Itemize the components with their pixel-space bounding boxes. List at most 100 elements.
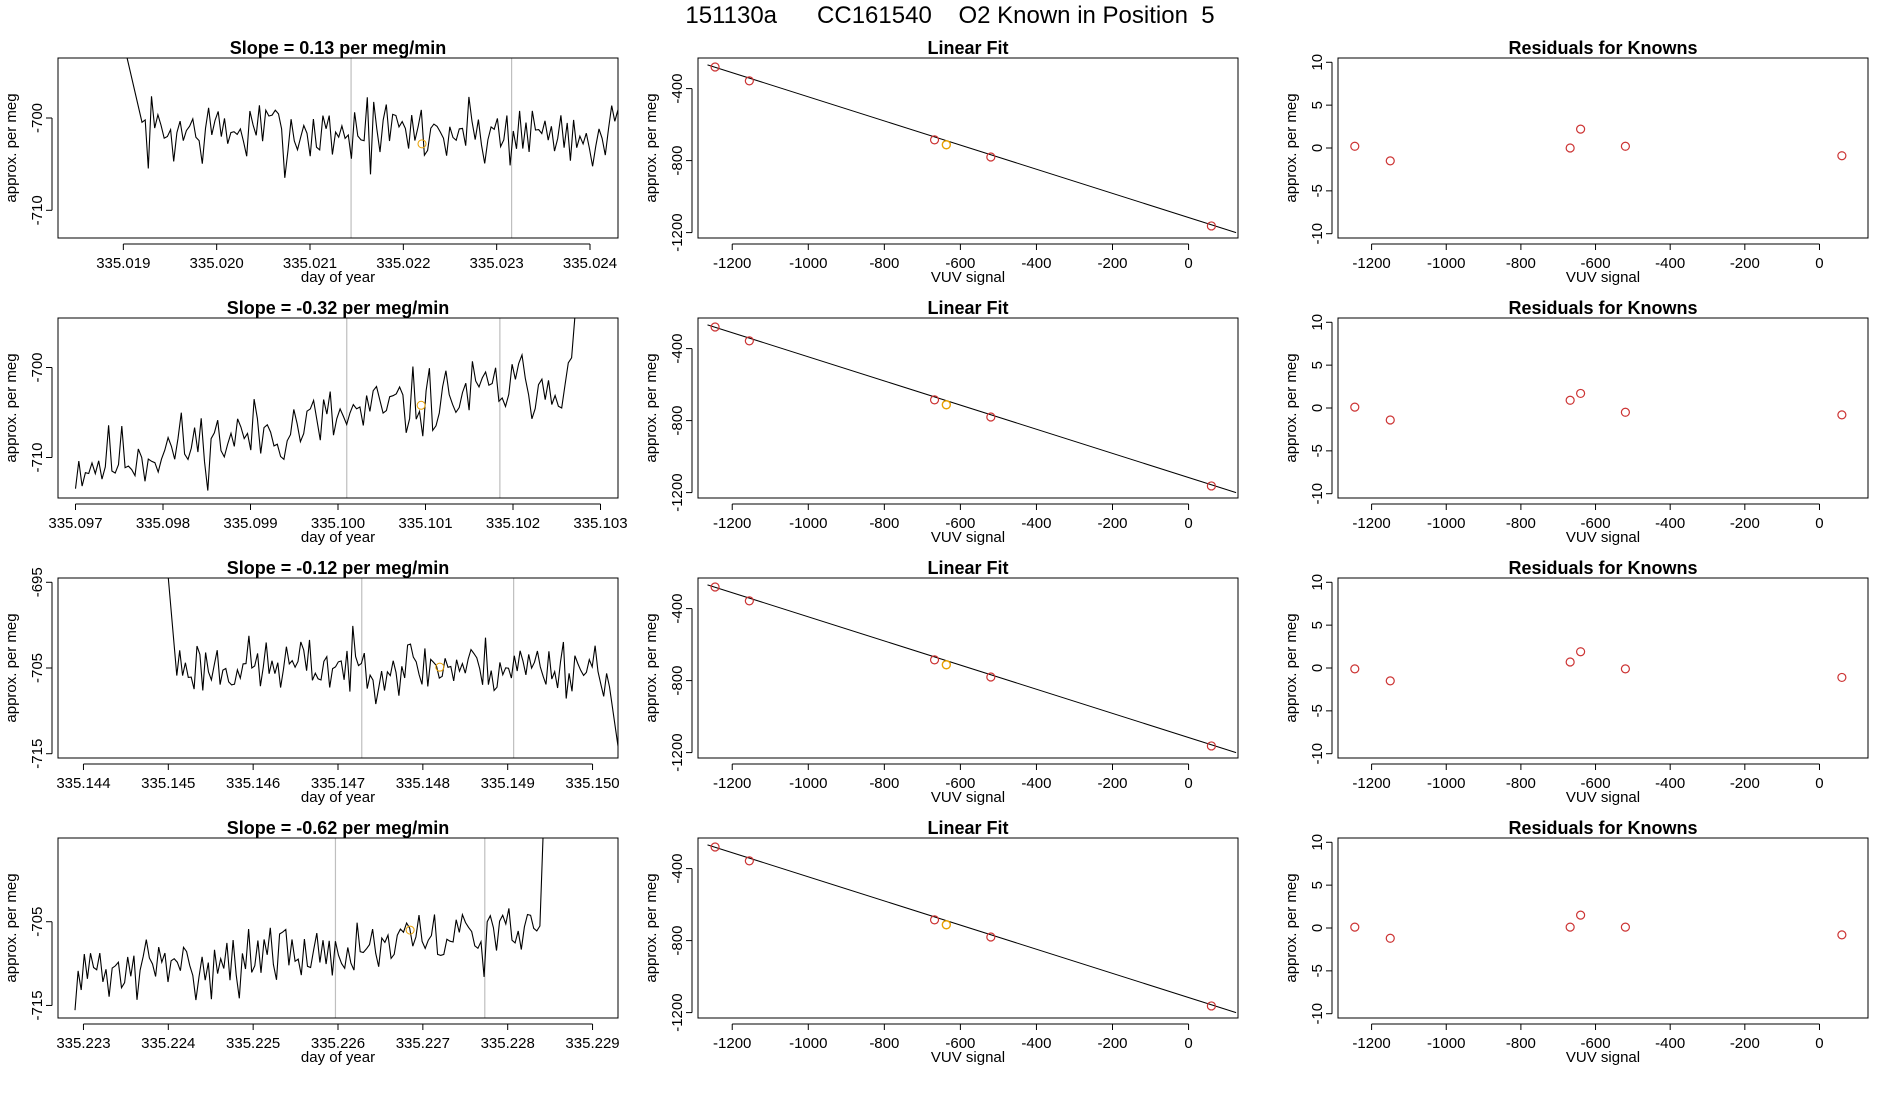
y-tick-label: -10: [1309, 223, 1326, 245]
x-tick-label: -200: [1097, 515, 1127, 532]
y-tick-label: -710: [29, 442, 46, 472]
x-tick-label: -1200: [1352, 515, 1390, 532]
x-tick-label: 335.228: [481, 1035, 535, 1052]
x-tick-label: 335.021: [283, 255, 337, 272]
known-point: [1620, 664, 1630, 674]
data-layer: [707, 842, 1237, 1014]
panel-title: Slope = 0.13 per meg/min: [230, 38, 447, 58]
x-tick-label: -1200: [1352, 775, 1390, 792]
panel-r1-residuals: Residuals for Knowns-1200 -1000 -800 -600 -4…: [1283, 38, 1869, 286]
data-layer: [1350, 388, 1847, 425]
plot-frame: [1337, 317, 1869, 499]
x-tick-label: 335.224: [141, 1035, 195, 1052]
y-tick-label: -10: [1309, 743, 1326, 765]
x-tick-label: -200: [1730, 515, 1760, 532]
unknown-marker: [417, 139, 427, 149]
unknown-point: [941, 140, 952, 150]
data-layer: [1350, 647, 1847, 686]
series-line: [74, 838, 544, 1011]
panel-title: Linear Fit: [927, 818, 1008, 838]
known-point: [710, 62, 720, 72]
known-point: [1206, 481, 1216, 491]
x-tick-label: 335.225: [226, 1035, 280, 1052]
x-tick-label: -200: [1730, 775, 1760, 792]
known-point: [1565, 395, 1575, 405]
x-tick-label: 335.103: [573, 515, 627, 532]
x-tick-label: 0: [1815, 255, 1823, 272]
x-tick-label: 0: [1815, 1035, 1823, 1052]
x-tick-label: -800: [869, 515, 899, 532]
x-axis-label: VUV signal: [1566, 529, 1640, 546]
y-axis-label: approx. per meg: [643, 873, 660, 982]
x-tick-label: -800: [1506, 255, 1536, 272]
x-tick-label: 335.149: [481, 775, 535, 792]
y-tick-label: -710: [29, 195, 46, 225]
known-point: [1620, 407, 1630, 417]
x-tick-label: -1000: [789, 255, 827, 272]
panel-title: Slope = -0.12 per meg/min: [227, 558, 450, 578]
y-tick-label: -400: [669, 74, 686, 104]
plot-frame: [1337, 577, 1869, 759]
panel-title: Residuals for Knowns: [1508, 818, 1697, 838]
x-tick-label: 335.020: [190, 255, 244, 272]
panel-r3-residuals: Residuals for Knowns-1200 -1000 -800 -600 -4…: [1283, 558, 1869, 806]
y-tick-label: -695: [29, 567, 46, 597]
data-layer: [1350, 910, 1847, 943]
y-tick-label: 0: [1309, 404, 1326, 412]
y-tick-label: -1200: [669, 733, 686, 771]
panel-r4-timeseries: Slope = -0.62 per meg/min 335.223 335.224 3…: [3, 818, 620, 1066]
x-tick-label: 335.148: [396, 775, 450, 792]
x-tick-label: -1000: [1427, 1035, 1465, 1052]
series-line: [74, 318, 576, 491]
y-tick-label: -800: [669, 146, 686, 176]
y-axis-label: approx. per meg: [3, 93, 20, 202]
x-axis-label: VUV signal: [931, 1049, 1005, 1066]
x-tick-label: -400: [1655, 1035, 1685, 1052]
known-point: [1206, 1001, 1216, 1011]
panel-title: Residuals for Knowns: [1508, 298, 1697, 318]
known-point: [1620, 141, 1630, 151]
known-point: [710, 842, 720, 852]
x-tick-label: 335.023: [470, 255, 524, 272]
x-axis-label: VUV signal: [1566, 269, 1640, 286]
x-tick-label: -600: [945, 515, 975, 532]
x-tick-label: -200: [1730, 255, 1760, 272]
x-tick-label: 0: [1815, 515, 1823, 532]
data-layer: [707, 322, 1237, 494]
x-tick-label: 335.024: [563, 255, 617, 272]
x-tick-label: 335.144: [56, 775, 110, 792]
known-point: [1350, 664, 1360, 674]
x-tick-label: 335.146: [226, 775, 280, 792]
panel-r1-timeseries: Slope = 0.13 per meg/min 335.019 335.020 33…: [3, 38, 619, 286]
x-axis-label: day of year: [301, 789, 375, 806]
known-point: [1565, 922, 1575, 932]
y-axis-label: approx. per meg: [643, 613, 660, 722]
x-tick-label: 335.019: [96, 255, 150, 272]
y-tick-label: -1200: [669, 213, 686, 251]
x-tick-label: -800: [869, 775, 899, 792]
x-tick-label: -400: [1655, 515, 1685, 532]
y-tick-label: -715: [29, 739, 46, 769]
x-tick-label: -200: [1097, 255, 1127, 272]
data-layer: [707, 582, 1237, 754]
known-point: [710, 322, 720, 332]
y-axis-label: approx. per meg: [1283, 873, 1300, 982]
y-axis-label: approx. per meg: [3, 613, 20, 722]
x-tick-label: -600: [1581, 775, 1611, 792]
plot-frame: [697, 317, 1239, 499]
x-tick-label: -1200: [1352, 1035, 1390, 1052]
x-tick-label: -600: [945, 1035, 975, 1052]
y-tick-label: -5: [1309, 704, 1326, 717]
x-tick-label: -400: [1021, 255, 1051, 272]
known-point: [1565, 657, 1575, 667]
x-tick-label: -1000: [1427, 515, 1465, 532]
fit-line: [707, 64, 1237, 234]
known-point: [1837, 151, 1847, 161]
x-tick-label: -1000: [789, 515, 827, 532]
x-tick-label: 335.097: [48, 515, 102, 532]
unknown-marker: [416, 400, 426, 410]
y-axis-label: approx. per meg: [643, 93, 660, 202]
x-tick-label: 335.022: [376, 255, 430, 272]
plot-frame: [697, 577, 1239, 759]
